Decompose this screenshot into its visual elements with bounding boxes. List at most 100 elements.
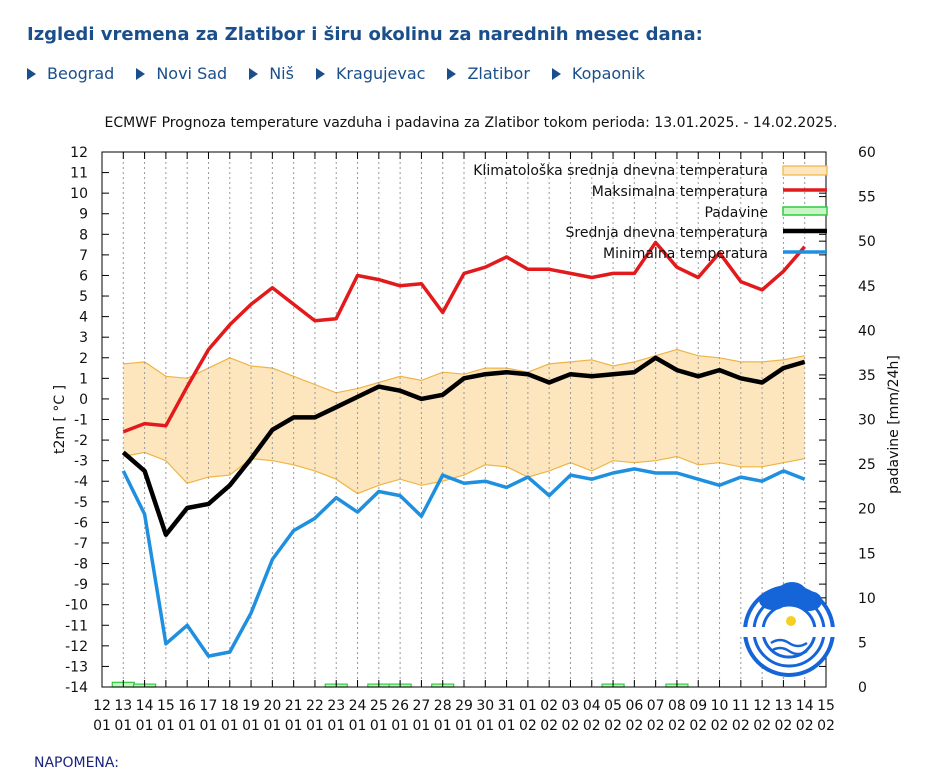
nav-item-label: Novi Sad	[156, 64, 228, 83]
x-tick-month-label: 01	[349, 718, 367, 734]
arrow-right-icon	[315, 67, 325, 80]
x-tick-month-label: 01	[327, 718, 345, 734]
x-tick-day-label: 13	[114, 698, 132, 714]
y-tick-label: -3	[74, 454, 88, 470]
logo-gap	[739, 627, 839, 637]
nav-item-zlatibor[interactable]: Zlatibor	[447, 64, 530, 83]
x-tick-month-label: 01	[136, 718, 154, 734]
x-tick-day-label: 15	[157, 698, 175, 714]
y2-tick-label: 40	[858, 323, 876, 339]
x-tick-month-label: 02	[711, 718, 729, 734]
y-tick-label: 1	[79, 371, 88, 387]
legend-label-clim: Klimatološka srednja dnevna temperatura	[473, 163, 768, 179]
x-tick-month-label: 01	[221, 718, 239, 734]
arrow-right-icon	[136, 67, 146, 80]
y-tick-label: -8	[74, 557, 88, 573]
y-tick-label: -6	[74, 515, 88, 531]
legend-swatch-clim	[782, 165, 828, 176]
arrow-right-icon	[27, 67, 36, 80]
x-tick-month-label: 01	[242, 718, 260, 734]
x-tick-day-label: 14	[136, 698, 154, 714]
x-tick-month-label: 02	[732, 718, 750, 734]
nav-item-nis[interactable]: Niš	[249, 64, 294, 83]
nav-item-beograd[interactable]: Beograd	[27, 64, 114, 83]
x-tick-month-label: 01	[114, 718, 132, 734]
y-tick-label: 3	[79, 330, 88, 346]
legend-label-min: Minimalna temperatura	[603, 246, 768, 262]
legend-label-precip: Padavine	[704, 205, 768, 221]
y2-tick-label: 55	[858, 190, 876, 206]
x-tick-month-label: 01	[157, 718, 175, 734]
x-tick-day-label: 12	[753, 698, 771, 714]
x-tick-month-label: 01	[391, 718, 409, 734]
page-title: Izgledi vremena za Zlatibor i širu okoli…	[27, 24, 703, 45]
x-tick-day-label: 07	[647, 698, 665, 714]
y2-tick-label: 20	[858, 502, 876, 518]
x-tick-day-label: 26	[391, 698, 409, 714]
x-tick-day-label: 22	[306, 698, 324, 714]
y-tick-label: -11	[65, 618, 88, 634]
x-tick-month-label: 01	[498, 718, 516, 734]
y2-tick-label: 30	[858, 413, 876, 429]
cloud-icon	[796, 591, 822, 611]
series-layer	[121, 240, 807, 658]
y-tick-label: -7	[74, 536, 88, 552]
y2-tick-label: 25	[858, 457, 876, 473]
x-tick-day-label: 24	[349, 698, 367, 714]
x-tick-month-label: 02	[519, 718, 537, 734]
wave-icon	[770, 646, 808, 656]
x-tick-day-label: 27	[412, 698, 430, 714]
chart-legend: Klimatološka srednja dnevna temperatura …	[473, 163, 828, 262]
city-nav: Beograd Novi Sad Niš Kragujevac Zlatibor…	[27, 64, 667, 83]
legend-label-mean: Srednja dnevna temperatura	[566, 225, 768, 241]
y2-axis-label: padavine [mm/24h]	[886, 355, 902, 494]
clim-band-layer	[123, 348, 805, 495]
y-tick-label: 4	[79, 310, 88, 326]
x-tick-day-label: 03	[562, 698, 580, 714]
x-tick-day-label: 02	[540, 698, 558, 714]
x-tick-day-label: 09	[689, 698, 707, 714]
nav-item-novi-sad[interactable]: Novi Sad	[136, 64, 227, 83]
y-tick-label: -9	[74, 577, 88, 593]
x-tick-day-label: 31	[498, 698, 516, 714]
clim-band-lower-edge	[123, 451, 805, 495]
nav-item-label: Niš	[269, 64, 294, 83]
x-tick-day-label: 14	[796, 698, 814, 714]
y2-tick-label: 50	[858, 234, 876, 250]
x-tick-month-label: 02	[796, 718, 814, 734]
x-tick-day-label: 16	[178, 698, 196, 714]
nav-item-label: Kopaonik	[571, 64, 646, 83]
nav-item-kragujevac[interactable]: Kragujevac	[315, 64, 425, 83]
x-tick-day-label: 11	[732, 698, 750, 714]
y-tick-label: -10	[65, 598, 88, 614]
chart-title: ECMWF Prognoza temperature vazduha i pad…	[105, 115, 838, 131]
x-tick-day-label: 29	[455, 698, 473, 714]
x-tick-day-label: 12	[93, 698, 111, 714]
x-tick-month-label: 01	[178, 718, 196, 734]
y2-tick-label: 10	[858, 591, 876, 607]
y-tick-label: 5	[79, 289, 88, 305]
y-axis-ticks: 1211109876543210-1-2-3-4-5-6-7-8-9-10-11…	[65, 145, 826, 696]
y-tick-label: -14	[65, 680, 88, 696]
y-tick-label: 2	[79, 351, 88, 367]
x-tick-month-label: 01	[476, 718, 494, 734]
x-tick-month-label: 02	[583, 718, 601, 734]
y-tick-label: 12	[70, 145, 88, 161]
arrow-right-icon	[249, 67, 259, 80]
y-tick-label: 9	[79, 207, 88, 223]
sun-icon	[786, 616, 796, 626]
x-tick-month-label: 01	[263, 718, 281, 734]
x-tick-day-label: 19	[242, 698, 260, 714]
x-tick-day-label: 21	[285, 698, 303, 714]
x-tick-month-label: 02	[753, 718, 771, 734]
y-tick-label: -1	[74, 413, 88, 429]
y2-tick-label: 15	[858, 546, 876, 562]
x-tick-month-label: 02	[817, 718, 835, 734]
y-tick-label: 11	[70, 166, 88, 182]
y-tick-label: -4	[74, 474, 88, 490]
x-tick-day-label: 01	[519, 698, 537, 714]
nav-item-kopaonik[interactable]: Kopaonik	[551, 64, 646, 83]
y-axis-label: t2m [ °C ]	[52, 385, 68, 454]
x-axis-ticks: 1201130114011501160117011801190120012101…	[93, 152, 835, 734]
